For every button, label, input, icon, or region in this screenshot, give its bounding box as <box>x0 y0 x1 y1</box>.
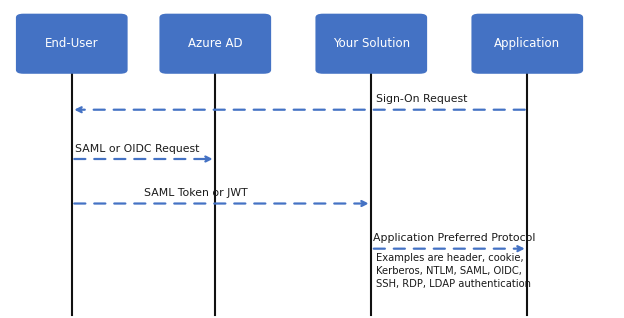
Text: Examples are header, cookie,
Kerberos, NTLM, SAML, OIDC,
SSH, RDP, LDAP authenti: Examples are header, cookie, Kerberos, N… <box>376 253 530 289</box>
FancyBboxPatch shape <box>472 14 583 74</box>
Text: Azure AD: Azure AD <box>188 37 243 50</box>
Text: Application: Application <box>494 37 560 50</box>
FancyBboxPatch shape <box>16 14 127 74</box>
Text: End-User: End-User <box>45 37 99 50</box>
Text: SAML Token or JWT: SAML Token or JWT <box>144 188 247 198</box>
FancyBboxPatch shape <box>315 14 427 74</box>
Text: Application Preferred Protocol: Application Preferred Protocol <box>373 233 535 243</box>
Text: Sign-On Request: Sign-On Request <box>376 94 467 104</box>
Text: SAML or OIDC Request: SAML or OIDC Request <box>75 144 199 154</box>
Text: Your Solution: Your Solution <box>333 37 410 50</box>
FancyBboxPatch shape <box>159 14 271 74</box>
